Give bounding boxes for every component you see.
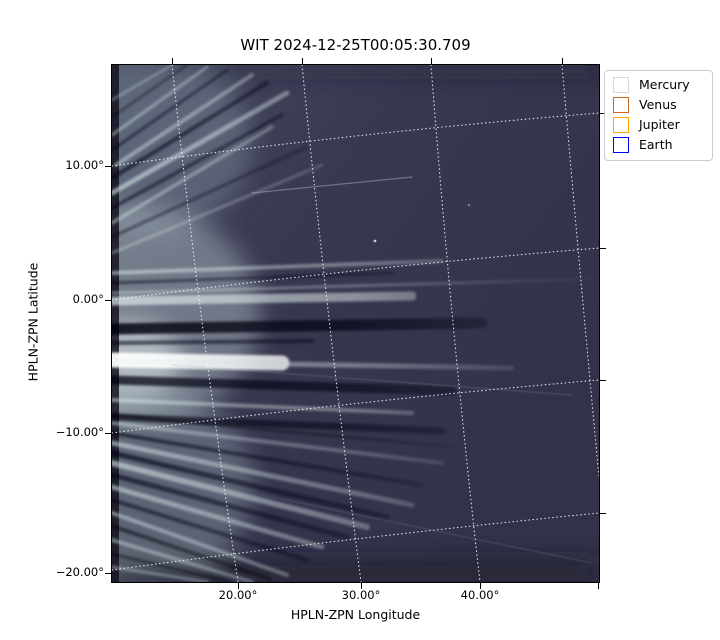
x-axis-label: HPLN-ZPN Longitude: [290, 607, 421, 622]
y-tick-label: −10.00°: [55, 425, 104, 439]
legend-label: Earth: [639, 137, 673, 152]
y-axis-label: HPLN-ZPN Latitude: [25, 262, 41, 382]
tick-mark: [361, 583, 362, 589]
legend-item-jupiter: Jupiter: [605, 115, 712, 135]
tick-mark: [105, 166, 111, 167]
tick-mark: [238, 583, 239, 589]
sky-image: [112, 65, 599, 582]
tick-mark: [105, 573, 111, 574]
coordinate-grid: [112, 65, 599, 582]
legend-label: Mercury: [639, 77, 690, 92]
tick-mark: [105, 300, 111, 301]
x-tick-label: 20.00°: [218, 588, 258, 602]
x-tick-label: 40.00°: [460, 588, 500, 602]
y-tick-label: −20.00°: [55, 565, 104, 579]
legend-item-earth: Earth: [605, 135, 712, 155]
plot-area: [111, 64, 600, 583]
tick-mark: [480, 583, 481, 589]
legend-label: Venus: [639, 97, 677, 112]
y-tick-label: 0.00°: [72, 292, 104, 306]
x-tick-label: 30.00°: [341, 588, 381, 602]
tick-mark: [600, 380, 606, 381]
tick-mark: [302, 58, 303, 64]
earth-swatch-icon: [613, 137, 629, 153]
jupiter-swatch-icon: [613, 117, 629, 133]
tick-mark: [598, 583, 599, 589]
venus-swatch-icon: [613, 97, 629, 113]
legend-item-mercury: Mercury: [605, 75, 712, 95]
tick-mark: [600, 513, 606, 514]
y-tick-label: 10.00°: [65, 158, 104, 172]
tick-mark: [600, 113, 606, 114]
plot-title: WIT 2024-12-25T00:05:30.709: [240, 36, 471, 54]
legend-box: Mercury Venus Jupiter Earth: [604, 70, 713, 161]
tick-mark: [105, 433, 111, 434]
tick-mark: [600, 248, 606, 249]
legend-item-venus: Venus: [605, 95, 712, 115]
tick-mark: [431, 58, 432, 64]
mercury-swatch-icon: [613, 77, 629, 93]
tick-mark: [172, 58, 173, 64]
legend-label: Jupiter: [639, 117, 680, 132]
tick-mark: [562, 58, 563, 64]
